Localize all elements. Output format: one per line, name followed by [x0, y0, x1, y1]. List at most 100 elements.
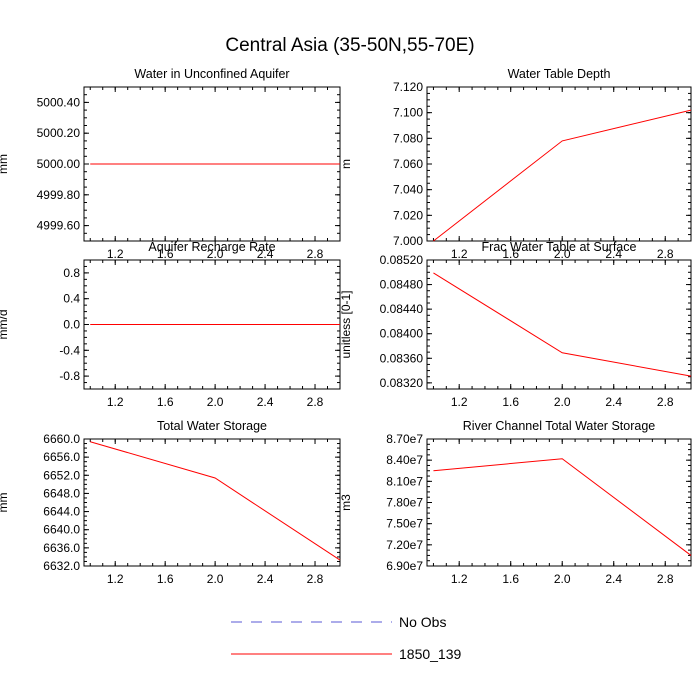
x-tick-label: 2.4	[605, 572, 622, 586]
y-tick-label: 6632.0	[43, 559, 80, 573]
legend-entry-no-obs: No Obs	[231, 614, 446, 630]
y-axis-label: unitless [0-1]	[339, 290, 353, 358]
y-tick-label: 0.08520	[380, 253, 424, 267]
x-tick-label: 2.0	[207, 572, 224, 586]
panel-6: River Channel Total Water Storage m3 1.2 1.…	[339, 419, 692, 586]
legend-label-no-obs: No Obs	[399, 614, 446, 630]
figure-title: Central Asia (35-50N,55-70E)	[225, 35, 474, 56]
y-tick-label: 7.060	[393, 157, 423, 171]
x-tick-label: 2.8	[657, 395, 674, 409]
y-tick-label: 5000.20	[37, 126, 81, 140]
y-tick-label: 4999.80	[37, 188, 81, 202]
y-tick-label: 0.08480	[380, 278, 424, 292]
panel-title: Aquifer Recharge Rate	[148, 240, 275, 254]
x-tick-label: 1.6	[502, 395, 519, 409]
y-tick-label: 6640.0	[43, 523, 80, 537]
y-tick-label: 6.90e7	[386, 559, 423, 573]
plot-frame	[426, 259, 692, 390]
y-tick-label: 7.50e7	[386, 517, 423, 531]
y-tick-label: 6636.0	[43, 541, 80, 555]
y-tick-label: 6652.0	[43, 468, 80, 482]
y-tick-label: 8.10e7	[386, 474, 423, 488]
x-tick-label: 1.6	[157, 395, 174, 409]
x-tick-label: 2.0	[554, 247, 571, 261]
y-tick-label: 5000.00	[37, 157, 81, 171]
x-tick-label: 2.4	[605, 247, 622, 261]
legend-label-run: 1850_139	[399, 646, 462, 662]
x-tick-label: 1.2	[451, 247, 468, 261]
panel-title: Water Table Depth	[508, 67, 611, 81]
legend-entry-run: 1850_139	[231, 646, 462, 662]
series-line-1	[433, 458, 692, 556]
y-tick-label: 0.0	[63, 318, 80, 332]
series-line-1	[433, 109, 692, 242]
x-tick-label: 1.6	[502, 247, 519, 261]
y-tick-label: 7.100	[393, 106, 423, 120]
y-tick-label: 0.8	[63, 266, 80, 280]
x-tick-label: 2.0	[554, 572, 571, 586]
x-tick-label: 1.2	[107, 247, 124, 261]
x-tick-label: 2.8	[657, 247, 674, 261]
y-tick-label: 6648.0	[43, 486, 80, 500]
x-tick-label: 2.4	[257, 247, 274, 261]
panel-4: Frac Water Table at Surface unitless [0-1…	[339, 240, 692, 409]
series-line-1	[433, 272, 692, 377]
x-tick-label: 1.6	[157, 572, 174, 586]
panel-title: Total Water Storage	[157, 419, 267, 433]
y-tick-label: 7.020	[393, 208, 423, 222]
y-tick-label: 4999.60	[37, 219, 81, 233]
x-tick-label: 2.0	[207, 247, 224, 261]
y-tick-label: 6656.0	[43, 450, 80, 464]
y-tick-label: -0.8	[59, 369, 80, 383]
panel-5: Total Water Storage mm 1.2 1.6 2.0 2.4 2.8 6632…	[0, 419, 341, 586]
panel-2: Water Table Depth m 1.2 1.6 2.0 2.4 2.8 7.000 7.…	[339, 67, 692, 261]
y-tick-label: 7.80e7	[386, 496, 423, 510]
panel-title: Water in Unconfined Aquifer	[134, 67, 289, 81]
y-tick-label: 5000.40	[37, 95, 81, 109]
y-tick-label: 0.08360	[380, 351, 424, 365]
y-axis-label: m	[339, 159, 353, 169]
panel-title: Frac Water Table at Surface	[482, 240, 637, 254]
y-tick-label: 0.08400	[380, 327, 424, 341]
y-tick-label: 0.08320	[380, 376, 424, 390]
x-tick-label: 2.4	[257, 572, 274, 586]
legend: No Obs 1850_139	[231, 614, 462, 662]
x-tick-label: 2.8	[307, 395, 324, 409]
panel-1: Water in Unconfined Aquifer mm 1.2 1.6 2.0 2.…	[0, 67, 341, 261]
y-tick-label: 7.000	[393, 234, 423, 248]
x-tick-label: 1.6	[502, 572, 519, 586]
x-tick-label: 1.2	[107, 395, 124, 409]
x-tick-label: 1.2	[107, 572, 124, 586]
y-tick-label: 7.20e7	[386, 538, 423, 552]
x-tick-label: 2.0	[554, 395, 571, 409]
x-tick-label: 2.4	[257, 395, 274, 409]
panels: Water in Unconfined Aquifer mm 1.2 1.6 2.0 2.…	[0, 67, 692, 586]
x-tick-label: 1.6	[157, 247, 174, 261]
panel-3: Aquifer Recharge Rate mm/d 1.2 1.6 2.0 2.4 2.8…	[0, 240, 341, 409]
y-tick-label: -0.4	[59, 343, 80, 357]
x-tick-label: 2.8	[657, 572, 674, 586]
x-tick-label: 2.4	[605, 395, 622, 409]
y-axis-label: mm	[0, 154, 10, 174]
x-tick-label: 2.0	[207, 395, 224, 409]
y-tick-label: 8.40e7	[386, 453, 423, 467]
y-tick-label: 7.040	[393, 183, 423, 197]
y-axis-label: m3	[339, 494, 353, 511]
x-tick-label: 1.2	[451, 395, 468, 409]
y-tick-label: 6644.0	[43, 505, 80, 519]
y-tick-label: 8.70e7	[386, 432, 423, 446]
y-tick-label: 7.080	[393, 131, 423, 145]
plot-frame	[83, 438, 341, 567]
series-line-1	[90, 441, 341, 561]
x-tick-label: 1.2	[451, 572, 468, 586]
y-axis-label: mm	[0, 493, 10, 513]
panel-title: River Channel Total Water Storage	[463, 419, 656, 433]
y-tick-label: 0.08440	[380, 302, 424, 316]
plot-frame	[426, 86, 692, 242]
y-tick-label: 7.120	[393, 80, 423, 94]
y-tick-label: 0.4	[63, 292, 80, 306]
x-tick-label: 2.8	[307, 247, 324, 261]
x-tick-label: 2.8	[307, 572, 324, 586]
y-tick-label: 6660.0	[43, 432, 80, 446]
plot-frame	[426, 438, 692, 567]
